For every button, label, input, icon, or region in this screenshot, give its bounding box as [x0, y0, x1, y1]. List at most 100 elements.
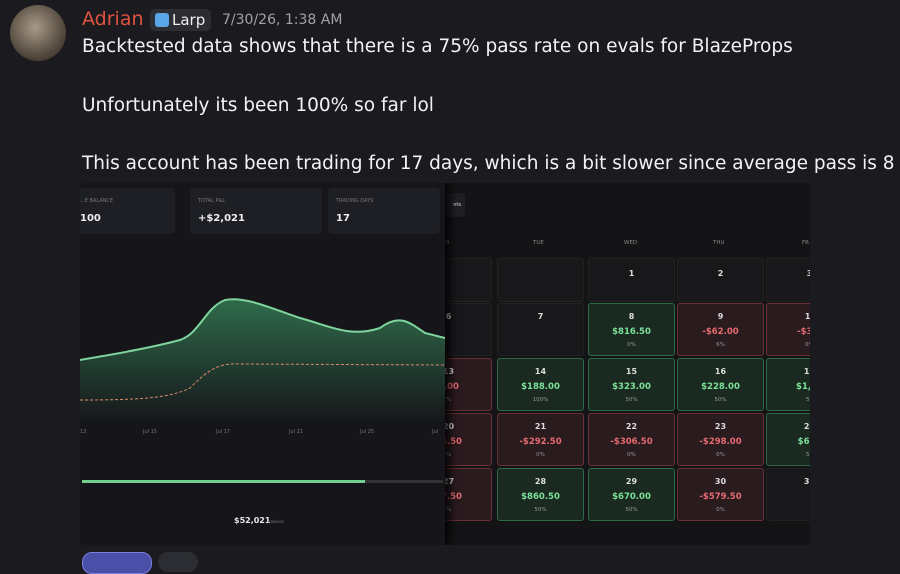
day-cell[interactable]: 3	[766, 258, 810, 302]
x-axis-label: Jul 17	[216, 429, 230, 435]
stat-card: TRADING DAYS 17	[328, 188, 440, 234]
day-win-rate: 0%	[627, 342, 636, 348]
day-cell[interactable]: 2	[677, 258, 764, 302]
day-pnl: -$579.50	[699, 492, 742, 502]
day-pnl: $860.50	[521, 492, 560, 502]
day-cell[interactable]: 15 $323.00 50%	[588, 358, 675, 411]
day-number: 20	[442, 422, 455, 431]
embedded-image[interactable]: $52,021 balance ...E BALANCE 100 TOTAL P&L…	[80, 183, 810, 545]
day-cell[interactable]: 7	[497, 303, 584, 356]
day-win-rate: 50	[806, 397, 810, 403]
progress-fill	[82, 480, 365, 483]
day-pnl: 07.50	[435, 492, 462, 502]
stat-value: 100	[80, 213, 101, 224]
day-win-rate: 6%	[716, 342, 725, 348]
x-axis-label: Jul 25	[360, 429, 374, 435]
day-pnl: -$306.50	[610, 437, 653, 447]
day-cell[interactable]: 8 $816.50 0%	[588, 303, 675, 356]
day-pnl: -$292.50	[519, 437, 562, 447]
day-number: 3	[767, 269, 810, 278]
x-axis-label: Jul 15	[143, 429, 157, 435]
day-cell[interactable]: 28 $860.50 50%	[497, 468, 584, 521]
day-cell[interactable]: 21 -$292.50 0%	[497, 413, 584, 466]
stat-card: TOTAL P&L +$2,021	[190, 188, 322, 234]
calendar: nts ONTUEWEDTHUFR123678$816.500%9-$62.00…	[405, 183, 810, 545]
day-pnl: $323.00	[612, 382, 651, 392]
weekday-header: FR	[802, 240, 809, 246]
stat-label: TRADING DAYS	[336, 198, 374, 204]
equity-line	[80, 298, 445, 361]
avatar[interactable]	[10, 5, 66, 61]
day-cell[interactable]: 16 $228.00 50%	[677, 358, 764, 411]
day-number: 6	[445, 312, 452, 321]
day-cell[interactable]: 1( -$36: 0%	[766, 303, 810, 356]
day-cell[interactable]: 29 $670.00 50%	[588, 468, 675, 521]
drawdown-line	[80, 363, 445, 401]
server-tag[interactable]: Larp	[150, 9, 212, 31]
day-cell[interactable]: 1	[588, 258, 675, 302]
day-win-rate: 50%	[625, 507, 638, 513]
day-number: 14	[534, 367, 547, 376]
day-number: 1	[628, 269, 635, 278]
equity-chart	[80, 298, 445, 423]
day-win-rate: 50%	[714, 397, 727, 403]
day-cell[interactable]: 9 -$62.00 6%	[677, 303, 764, 356]
day-number: 21	[534, 422, 547, 431]
day-pnl: 94.50	[435, 437, 462, 447]
day-win-rate: %	[445, 397, 452, 403]
stat-label: TOTAL P&L	[198, 198, 226, 204]
day-number: 16	[714, 367, 727, 376]
weekday-header: ON	[441, 240, 450, 246]
day-cell[interactable]: 14 $188.00 100%	[497, 358, 584, 411]
weekday-header: WED	[624, 240, 638, 246]
day-cell[interactable]: 17 $1,17 50	[766, 358, 810, 411]
day-number: 27	[442, 477, 455, 486]
author-name[interactable]: Adrian	[82, 8, 144, 30]
day-number: 9	[717, 312, 724, 321]
weekday-header: THU	[713, 240, 725, 246]
stat-value: 17	[336, 213, 350, 224]
day-number: 7	[537, 312, 544, 321]
day-cell[interactable]: 30 -$579.50 0%	[677, 468, 764, 521]
day-pnl: $188.00	[521, 382, 560, 392]
day-number: 17	[803, 367, 810, 376]
x-axis-label: Jul	[432, 429, 439, 435]
weekday-header: TUE	[533, 240, 544, 246]
dashboard: $52,021 balance ...E BALANCE 100 TOTAL P&L…	[80, 183, 445, 545]
equity-area	[80, 299, 445, 423]
day-number: 2	[717, 269, 724, 278]
day-cell[interactable]: 23 -$298.00 0%	[677, 413, 764, 466]
timestamp: 7/30/26, 1:38 AM	[222, 12, 343, 28]
tab-bar	[445, 193, 810, 217]
day-pnl: -$62.00	[702, 327, 739, 337]
day-number: 1(	[804, 312, 810, 321]
balance-label: balance	[268, 519, 284, 524]
day-cell[interactable]: 31	[766, 468, 810, 521]
day-win-rate: 100%	[532, 397, 549, 403]
day-pnl: $670.00	[612, 492, 651, 502]
day-number: 28	[534, 477, 547, 486]
day-pnl: $228.00	[701, 382, 740, 392]
day-cell[interactable]	[497, 258, 584, 302]
day-win-rate: %	[445, 452, 452, 458]
day-number: 30	[714, 477, 727, 486]
day-win-rate: 0%	[805, 342, 810, 348]
day-number: 15	[625, 367, 638, 376]
day-cell[interactable]: 22 -$306.50 0%	[588, 413, 675, 466]
reaction[interactable]	[158, 552, 198, 572]
x-axis-label: Jul 21	[289, 429, 303, 435]
day-win-rate: 0%	[716, 507, 725, 513]
day-win-rate: 0%	[627, 452, 636, 458]
reaction[interactable]	[82, 552, 152, 574]
message-line: Unfortunately its been 100% so far lol	[82, 95, 434, 116]
message-line: Backtested data shows that there is a 75…	[82, 36, 793, 57]
day-pnl: $816.50	[612, 327, 651, 337]
day-number: 13	[442, 367, 455, 376]
balance-value: $52,021	[234, 516, 271, 525]
day-cell[interactable]: 24 $610 50	[766, 413, 810, 466]
stat-card: ...E BALANCE 100	[80, 188, 175, 234]
day-pnl: -$36:	[797, 327, 810, 337]
progress-track	[365, 480, 443, 483]
day-pnl: 2.00	[438, 382, 459, 392]
day-number: 23	[714, 422, 727, 431]
